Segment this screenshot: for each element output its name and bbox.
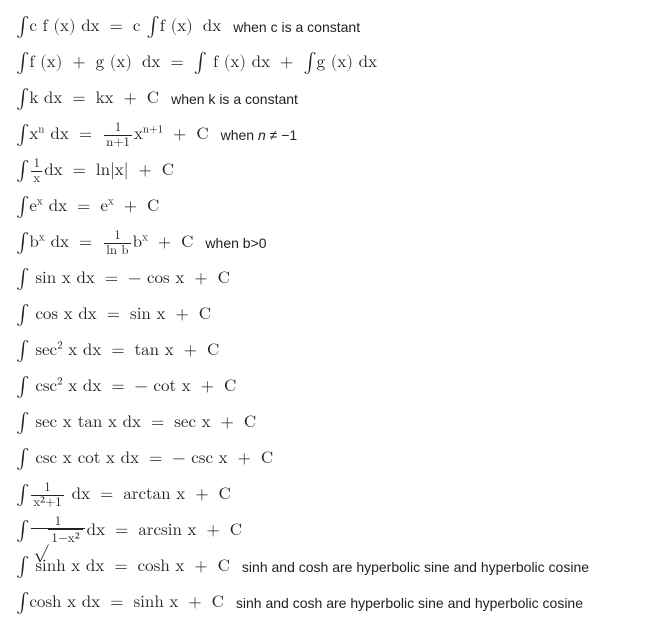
integral-rules-list: ∫c f (x) dx = c∫f (x)dx when c is a cons… [16, 10, 638, 620]
rule-row: ∫exdx = ex+C [16, 190, 638, 224]
fraction-denominator: √1−x² [31, 528, 84, 547]
fraction-numerator: 1 [113, 121, 124, 135]
fraction-denominator: ln b [104, 243, 130, 258]
rule-row: ∫ 1 √1−x² dx = arcsin x+C [16, 514, 638, 548]
fraction-numerator: 1 [42, 481, 53, 495]
rule-condition: when b>0 [205, 235, 266, 251]
rule-condition: when n ≠ −1 [221, 127, 298, 143]
rule-condition: when c is a constant [233, 19, 360, 35]
rule-row: ∫sinh x dx = cosh x+C sinh and cosh are … [16, 550, 638, 584]
rule-math: ∫cosh x dx = sinh x+C [16, 591, 224, 615]
rule-math: ∫ 1 √1−x² dx = arcsin x+C [16, 515, 242, 548]
rule-row: ∫ 1x²+1 dx = arctan x+C [16, 478, 638, 512]
rule-math: ∫sinh x dx = cosh x+C [16, 555, 230, 579]
rule-math: ∫csc2 x dx = − cot x+C [16, 375, 236, 399]
rule-math: ∫sec xtan x dx = sec x+C [16, 411, 256, 435]
rule-math: ∫xndx = 1n+1 xn+1+C [16, 121, 209, 149]
rule-row: ∫f (x)+g (x)dx = ∫f (x) dx+ ∫g (x) dx [16, 46, 638, 80]
sqrt-argument: 1−x² [48, 529, 82, 547]
rule-row: ∫bxdx = 1ln b bx+C when b>0 [16, 226, 638, 260]
fraction-denominator: x [31, 171, 42, 186]
rule-math: ∫sec2 x dx = tan x+C [16, 339, 219, 363]
fraction-denominator: x²+1 [31, 495, 63, 510]
fraction-numerator: 1 [32, 157, 43, 171]
rule-row: ∫csc2 x dx = − cot x+C [16, 370, 638, 404]
fraction-numerator: 1 [53, 515, 64, 529]
rule-math: ∫ 1x dx = ln|x|+C [16, 157, 174, 185]
rule-math: ∫bxdx = 1ln b bx+C [16, 229, 193, 257]
rule-math: ∫exdx = ex+C [16, 195, 159, 219]
fraction-denominator: n+1 [104, 135, 132, 150]
rule-row: ∫csc xcot x dx = − csc x+C [16, 442, 638, 476]
rule-row: ∫sec xtan x dx = sec x+C [16, 406, 638, 440]
rule-row: ∫c f (x) dx = c∫f (x)dx when c is a cons… [16, 10, 638, 44]
rule-math: ∫cos x dx = sin x+C [16, 303, 211, 327]
rule-math: ∫k dx = kx+C [16, 87, 159, 111]
rule-condition: when k is a constant [171, 91, 298, 107]
rule-math: ∫ 1x²+1 dx = arctan x+C [16, 481, 231, 509]
fraction-numerator: 1 [112, 229, 123, 243]
rule-row: ∫sec2 x dx = tan x+C [16, 334, 638, 368]
rule-row: ∫k dx = kx+C when k is a constant [16, 82, 638, 116]
rule-condition: sinh and cosh are hyperbolic sine and hy… [236, 595, 583, 611]
rule-math: ∫c f (x) dx = c∫f (x)dx [16, 15, 221, 39]
rule-math: ∫csc xcot x dx = − csc x+C [16, 447, 273, 471]
rule-condition: sinh and cosh are hyperbolic sine and hy… [242, 559, 589, 575]
rule-row: ∫xndx = 1n+1 xn+1+C when n ≠ −1 [16, 118, 638, 152]
rule-row: ∫cos x dx = sin x+C [16, 298, 638, 332]
rule-math: ∫f (x)+g (x)dx = ∫f (x) dx+ ∫g (x) dx [16, 51, 377, 75]
rule-math: ∫sin x dx = − cos x+C [16, 267, 230, 291]
rule-row: ∫sin x dx = − cos x+C [16, 262, 638, 296]
rule-row: ∫cosh x dx = sinh x+C sinh and cosh are … [16, 586, 638, 620]
rule-row: ∫ 1x dx = ln|x|+C [16, 154, 638, 188]
